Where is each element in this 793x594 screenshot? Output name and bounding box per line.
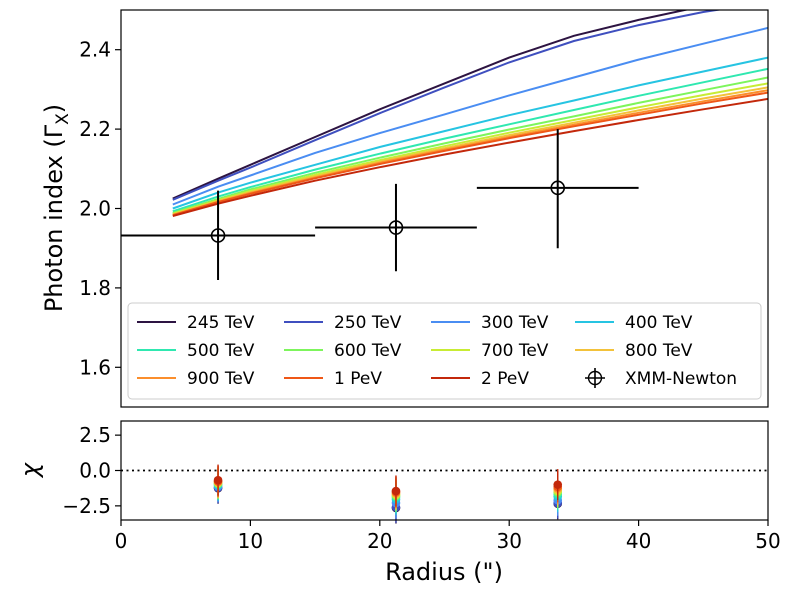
- legend-entry: 800 TeV: [575, 341, 693, 361]
- x-tick-label: 50: [755, 529, 780, 553]
- y-tick-label: −2.5: [62, 494, 111, 518]
- chi-point: [391, 475, 401, 507]
- top-y-axis-label: Photon index (ΓX): [40, 104, 73, 312]
- legend-entry: 1 PeV: [284, 369, 382, 389]
- legend-label: 1 PeV: [334, 369, 382, 389]
- chi-point: [213, 464, 223, 496]
- y-tick-label: 0.0: [79, 459, 111, 483]
- model-line: [172, 10, 690, 200]
- legend-entry: 400 TeV: [575, 313, 693, 333]
- bottom-x-ticks: 0 10 20 30 40 50: [115, 520, 781, 553]
- y-tick-label: 1.8: [79, 276, 111, 300]
- model-line: [172, 67, 768, 213]
- legend-entry: 900 TeV: [137, 369, 255, 389]
- y-tick-label: 1.6: [79, 355, 111, 379]
- legend-entry: 600 TeV: [284, 341, 402, 361]
- model-line: [172, 82, 768, 215]
- model-line: [172, 91, 768, 217]
- x-tick-label: 40: [626, 529, 651, 553]
- bottom-panel: −2.5 0.0 2.5 0 10 20 30 40 50 χ Radius ("): [16, 420, 781, 586]
- legend-label: 245 TeV: [187, 313, 255, 333]
- legend-label: 700 TeV: [481, 341, 549, 361]
- x-tick-label: 20: [367, 529, 392, 553]
- y-tick-label: 2.2: [79, 117, 111, 141]
- legend-label: 250 TeV: [334, 313, 402, 333]
- bottom-y-axis-label: χ: [16, 462, 44, 479]
- xmm-marker: [210, 228, 226, 243]
- xmm-data-point: [476, 129, 639, 249]
- top-y-ticks: 1.6 1.8 2.0 2.2 2.4: [79, 38, 121, 379]
- y-tick-label: 2.0: [79, 197, 111, 221]
- legend-label: 300 TeV: [481, 313, 549, 333]
- xmm-marker: [388, 220, 404, 235]
- legend-swatch: [587, 370, 603, 386]
- legend-label: 900 TeV: [187, 369, 255, 389]
- legend-entry: 245 TeV: [137, 313, 255, 333]
- top-panel: 1.6 1.8 2.0 2.2 2.4 Photon index (ΓX) 245 Te…: [40, 9, 769, 408]
- model-line: [172, 10, 723, 201]
- model-line: [172, 26, 768, 206]
- legend-entry: 250 TeV: [284, 313, 402, 333]
- legend-label: 400 TeV: [625, 313, 693, 333]
- model-line: [172, 76, 768, 214]
- x-tick-label: 30: [496, 529, 521, 553]
- legend-entry: 2 PeV: [431, 369, 529, 389]
- model-lines: [172, 10, 768, 217]
- legend-label: XMM-Newton: [625, 369, 737, 389]
- legend: 245 TeV 250 TeV 300 TeV 400 TeV 500 TeV 600 T…: [127, 302, 762, 400]
- chi-marker: [553, 480, 563, 489]
- model-line: [172, 56, 768, 210]
- legend-entry: 300 TeV: [431, 313, 549, 333]
- legend-label: 2 PeV: [481, 369, 529, 389]
- xmm-data-point: [315, 183, 477, 272]
- legend-label: 500 TeV: [187, 341, 255, 361]
- legend-label: 800 TeV: [625, 341, 693, 361]
- legend-entry: 500 TeV: [137, 341, 255, 361]
- xmm-newton-points: [121, 129, 639, 280]
- y-tick-label: 2.5: [79, 423, 111, 447]
- x-tick-label: 10: [238, 529, 263, 553]
- legend-entry: 700 TeV: [431, 341, 549, 361]
- xmm-data-point: [121, 190, 316, 280]
- chi-point: [553, 469, 563, 501]
- model-line: [172, 97, 768, 217]
- bottom-y-ticks: −2.5 0.0 2.5: [62, 423, 121, 518]
- x-tick-label: 0: [115, 529, 128, 553]
- legend-label: 600 TeV: [334, 341, 402, 361]
- chi-marker: [391, 486, 401, 496]
- chi-marker: [213, 475, 223, 485]
- y-tick-label: 2.4: [79, 38, 111, 62]
- xmm-marker: [550, 180, 566, 196]
- legend-entry: XMM-Newton: [585, 368, 737, 389]
- x-axis-label: Radius ("): [385, 558, 503, 586]
- chi-residual-points: [213, 464, 563, 524]
